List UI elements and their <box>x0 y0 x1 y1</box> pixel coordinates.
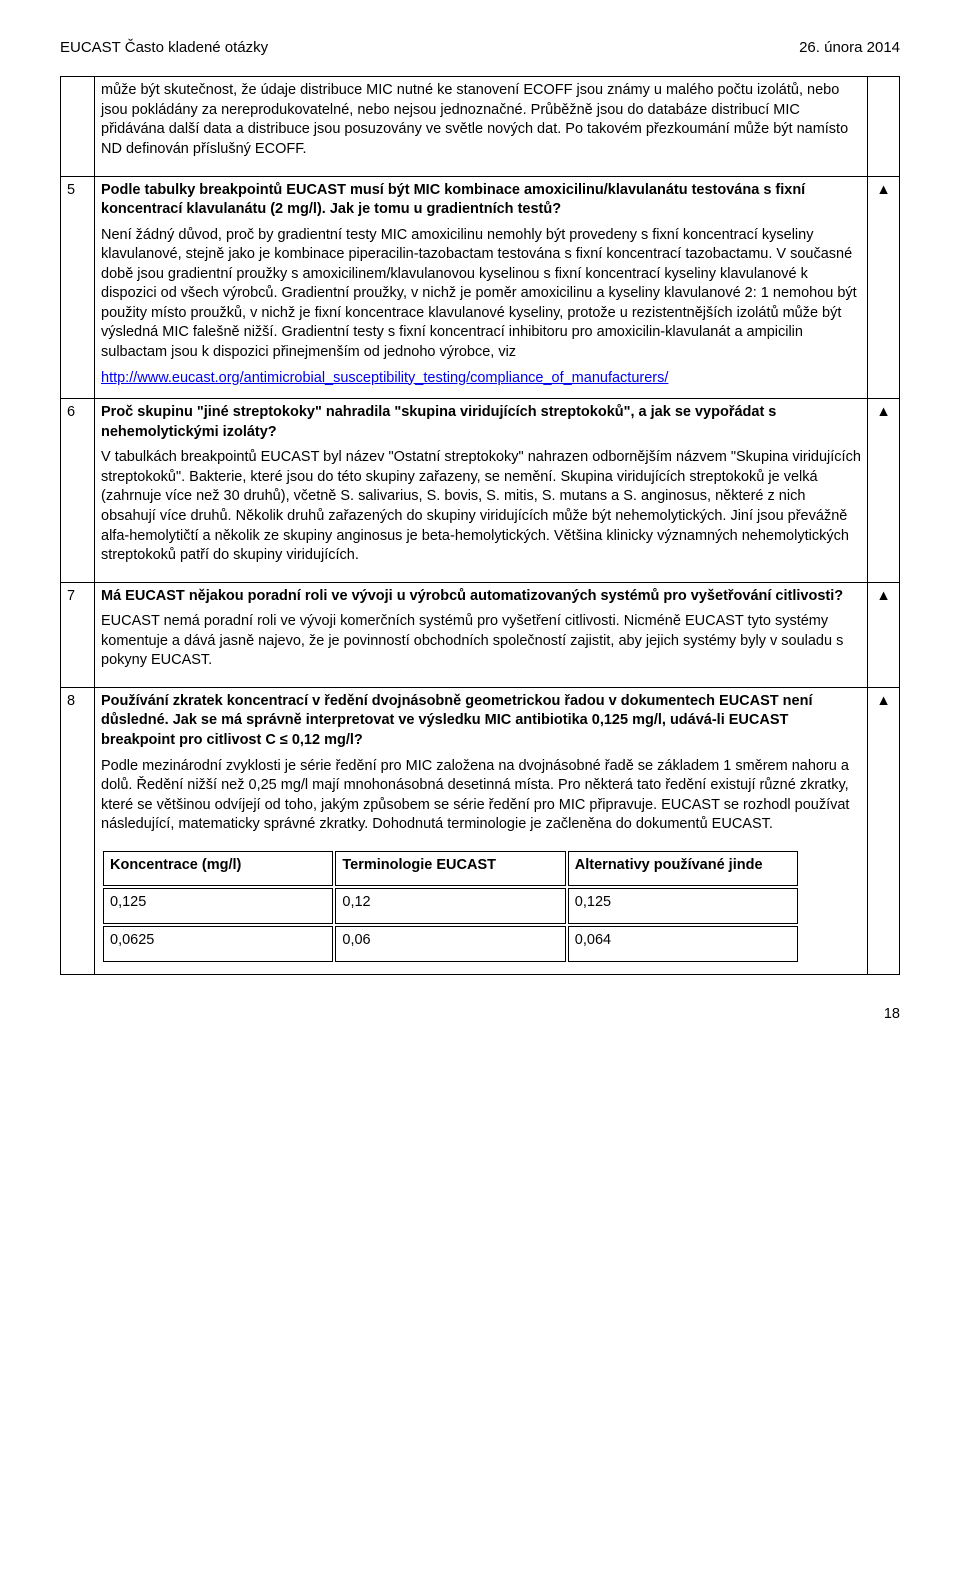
marker-cell: ▲ <box>868 399 900 583</box>
faq-row: 8Používání zkratek koncentrací v ředění … <box>61 687 900 974</box>
faq-table: může být skutečnost, že údaje distribuce… <box>60 76 900 974</box>
row-number: 5 <box>61 176 95 399</box>
conc-cell: 0,125 <box>568 888 798 924</box>
faq-row: 7 Má EUCAST nějakou poradní roli ve vývoj… <box>61 582 900 687</box>
conc-header: Koncentrace (mg/l) <box>103 851 333 887</box>
question-text: Používání zkratek koncentrací v ředění d… <box>101 692 861 751</box>
marker-cell: ▲ <box>868 687 900 974</box>
faq-row: 5Podle tabulky breakpointů EUCAST musí b… <box>61 176 900 399</box>
page-header: EUCAST Často kladené otázky 26. února 20… <box>60 38 900 58</box>
row-content: Má EUCAST nějakou poradní roli ve vývoji… <box>95 582 868 687</box>
faq-row: 6Proč skupinu "jiné streptokoky" nahradi… <box>61 399 900 583</box>
answer-text: V tabulkách breakpointů EUCAST byl název… <box>101 448 861 565</box>
row-number <box>61 77 95 176</box>
reference-link[interactable]: http://www.eucast.org/antimicrobial_susc… <box>101 370 668 386</box>
row-content: Proč skupinu "jiné streptokoky" nahradil… <box>95 399 868 583</box>
row-content: může být skutečnost, že údaje distribuce… <box>95 77 868 176</box>
row-number: 6 <box>61 399 95 583</box>
conc-cell: 0,0625 <box>103 926 333 962</box>
conc-cell: 0,064 <box>568 926 798 962</box>
row-number: 7 <box>61 582 95 687</box>
header-right: 26. února 2014 <box>799 38 900 58</box>
answer-text: EUCAST nemá poradní roli ve vývoji komer… <box>101 612 861 671</box>
answer-text: Podle mezinárodní zvyklosti je série řed… <box>101 757 861 835</box>
conc-header: Terminologie EUCAST <box>335 851 565 887</box>
concentration-table: Koncentrace (mg/l)Terminologie EUCASTAlt… <box>101 849 800 964</box>
row-content: Používání zkratek koncentrací v ředění d… <box>95 687 868 974</box>
page-footer: 18 <box>60 1005 900 1025</box>
question-text: Proč skupinu "jiné streptokoky" nahradil… <box>101 403 861 442</box>
answer-text: Není žádný důvod, proč by gradientní tes… <box>101 226 861 363</box>
answer-text: může být skutečnost, že údaje distribuce… <box>101 81 861 159</box>
conc-cell: 0,125 <box>103 888 333 924</box>
marker-cell: ▲ <box>868 582 900 687</box>
question-text: Má EUCAST nějakou poradní roli ve vývoji… <box>101 587 861 607</box>
row-number: 8 <box>61 687 95 974</box>
conc-cell: 0,06 <box>335 926 565 962</box>
conc-cell: 0,12 <box>335 888 565 924</box>
conc-header: Alternativy používané jinde <box>568 851 798 887</box>
question-text: Podle tabulky breakpointů EUCAST musí bý… <box>101 181 861 220</box>
header-left: EUCAST Často kladené otázky <box>60 38 268 58</box>
faq-row: může být skutečnost, že údaje distribuce… <box>61 77 900 176</box>
row-content: Podle tabulky breakpointů EUCAST musí bý… <box>95 176 868 399</box>
marker-cell: ▲ <box>868 176 900 399</box>
page-number: 18 <box>884 1006 900 1022</box>
marker-cell <box>868 77 900 176</box>
